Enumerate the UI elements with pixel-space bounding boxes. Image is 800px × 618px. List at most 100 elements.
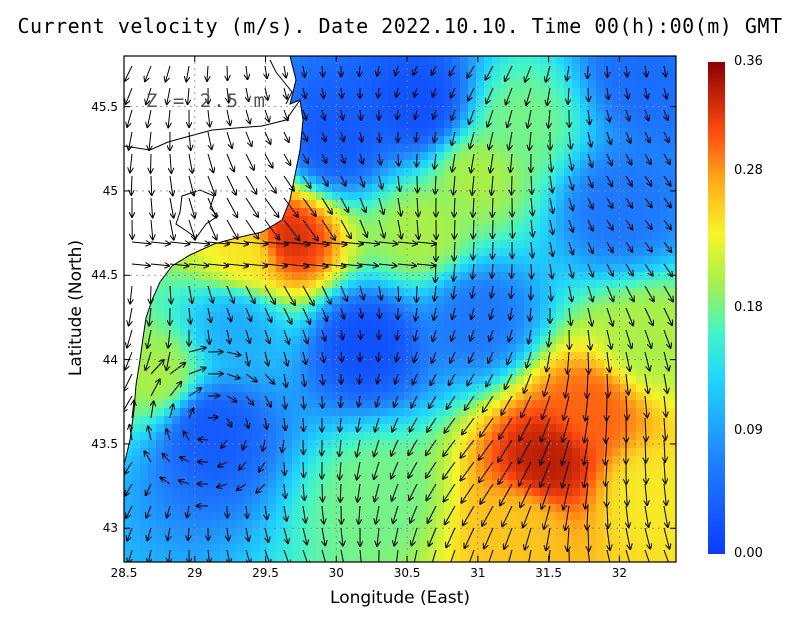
heatmap-cell [540, 160, 549, 169]
velocity-arrow [663, 351, 669, 370]
heatmap-cell [532, 360, 541, 369]
heatmap-cell [380, 352, 389, 361]
heatmap-cell [636, 232, 645, 241]
heatmap-cell [540, 256, 549, 265]
heatmap-cell [460, 512, 469, 521]
heatmap-cell [484, 280, 493, 289]
heatmap-cell [252, 256, 261, 265]
heatmap-cell [604, 128, 613, 137]
heatmap-cell [220, 544, 229, 553]
heatmap-cell [316, 304, 325, 313]
velocity-arrow [283, 219, 299, 240]
heatmap-cell [596, 352, 605, 361]
heatmap-cell [396, 320, 405, 329]
heatmap-cell [204, 512, 213, 521]
heatmap-cell [588, 496, 597, 505]
heatmap-cell [396, 96, 405, 105]
heatmap-cell [556, 432, 565, 441]
heatmap-cell [204, 432, 213, 441]
heatmap-cell [412, 248, 421, 257]
velocity-arrow [377, 373, 379, 383]
velocity-arrow [166, 351, 171, 370]
heatmap-cell [500, 256, 509, 265]
heatmap-cell [564, 280, 573, 289]
heatmap-cell [236, 272, 245, 281]
velocity-arrow [341, 329, 343, 339]
lake-outline [175, 189, 219, 239]
velocity-arrow [169, 242, 190, 244]
heatmap-cell [516, 384, 525, 393]
heatmap-cell [532, 176, 541, 185]
heatmap-cell [636, 384, 645, 393]
heatmap-cell [660, 200, 669, 209]
heatmap-cell [460, 96, 469, 105]
heatmap-cell [660, 544, 669, 553]
heatmap-cell [228, 384, 237, 393]
velocity-arrow [606, 307, 613, 326]
heatmap-cell [364, 456, 373, 465]
heatmap-cell [364, 304, 373, 313]
heatmap-cell [156, 512, 165, 521]
velocity-arrow [221, 439, 228, 448]
heatmap-cell [492, 216, 501, 225]
heatmap-cell [212, 408, 221, 417]
heatmap-cell [668, 264, 676, 273]
heatmap-cell [532, 80, 541, 89]
heatmap-cell [604, 448, 613, 457]
velocity-arrow [340, 175, 346, 186]
heatmap-cell [660, 192, 669, 201]
heatmap-cell [340, 80, 349, 89]
heatmap-cell [468, 480, 477, 489]
heatmap-cell [452, 88, 461, 97]
heatmap-cell [436, 64, 445, 73]
heatmap-cell [404, 64, 413, 73]
heatmap-cell [260, 328, 269, 337]
heatmap-cell [148, 464, 157, 473]
velocity-arrow [606, 241, 613, 252]
heatmap-cell [636, 104, 645, 113]
heatmap-cell [436, 176, 445, 185]
heatmap-cell [436, 248, 445, 257]
heatmap-cell [428, 216, 437, 225]
heatmap-cell [668, 552, 676, 561]
heatmap-cell [628, 536, 637, 545]
heatmap-cell [548, 88, 557, 97]
heatmap-cell [500, 536, 509, 545]
heatmap-cell [156, 352, 165, 361]
heatmap-cell [228, 352, 237, 361]
heatmap-cell [484, 264, 493, 273]
velocity-arrow [322, 373, 323, 385]
heatmap-cell [420, 400, 429, 409]
heatmap-cell [396, 72, 405, 81]
heatmap-cell [308, 80, 317, 89]
heatmap-cell [484, 160, 493, 169]
heatmap-cell [308, 560, 317, 562]
heatmap-cell [324, 376, 333, 385]
velocity-arrow [486, 373, 494, 387]
heatmap-cell [348, 264, 357, 273]
heatmap-cell [348, 56, 357, 65]
heatmap-cell [332, 464, 341, 473]
heatmap-cell [540, 264, 549, 273]
heatmap-cell [532, 160, 541, 169]
heatmap-cell [380, 360, 389, 369]
heatmap-cell [668, 200, 676, 209]
heatmap-cell [500, 368, 509, 377]
heatmap-cell [532, 496, 541, 505]
velocity-arrow [546, 351, 551, 371]
heatmap-cell [444, 144, 453, 153]
heatmap-cell [636, 424, 645, 433]
heatmap-cell [396, 352, 405, 361]
heatmap-cell [252, 424, 261, 433]
heatmap-cell [524, 288, 533, 297]
heatmap-cell [372, 344, 381, 353]
heatmap-cell [524, 488, 533, 497]
heatmap-cell [348, 88, 357, 97]
heatmap-cell [268, 480, 277, 489]
heatmap-cell [580, 544, 589, 553]
heatmap-cell [188, 400, 197, 409]
heatmap-cell [172, 480, 181, 489]
heatmap-cell [596, 56, 605, 65]
heatmap-cell [428, 440, 437, 449]
heatmap-cell [404, 504, 413, 513]
